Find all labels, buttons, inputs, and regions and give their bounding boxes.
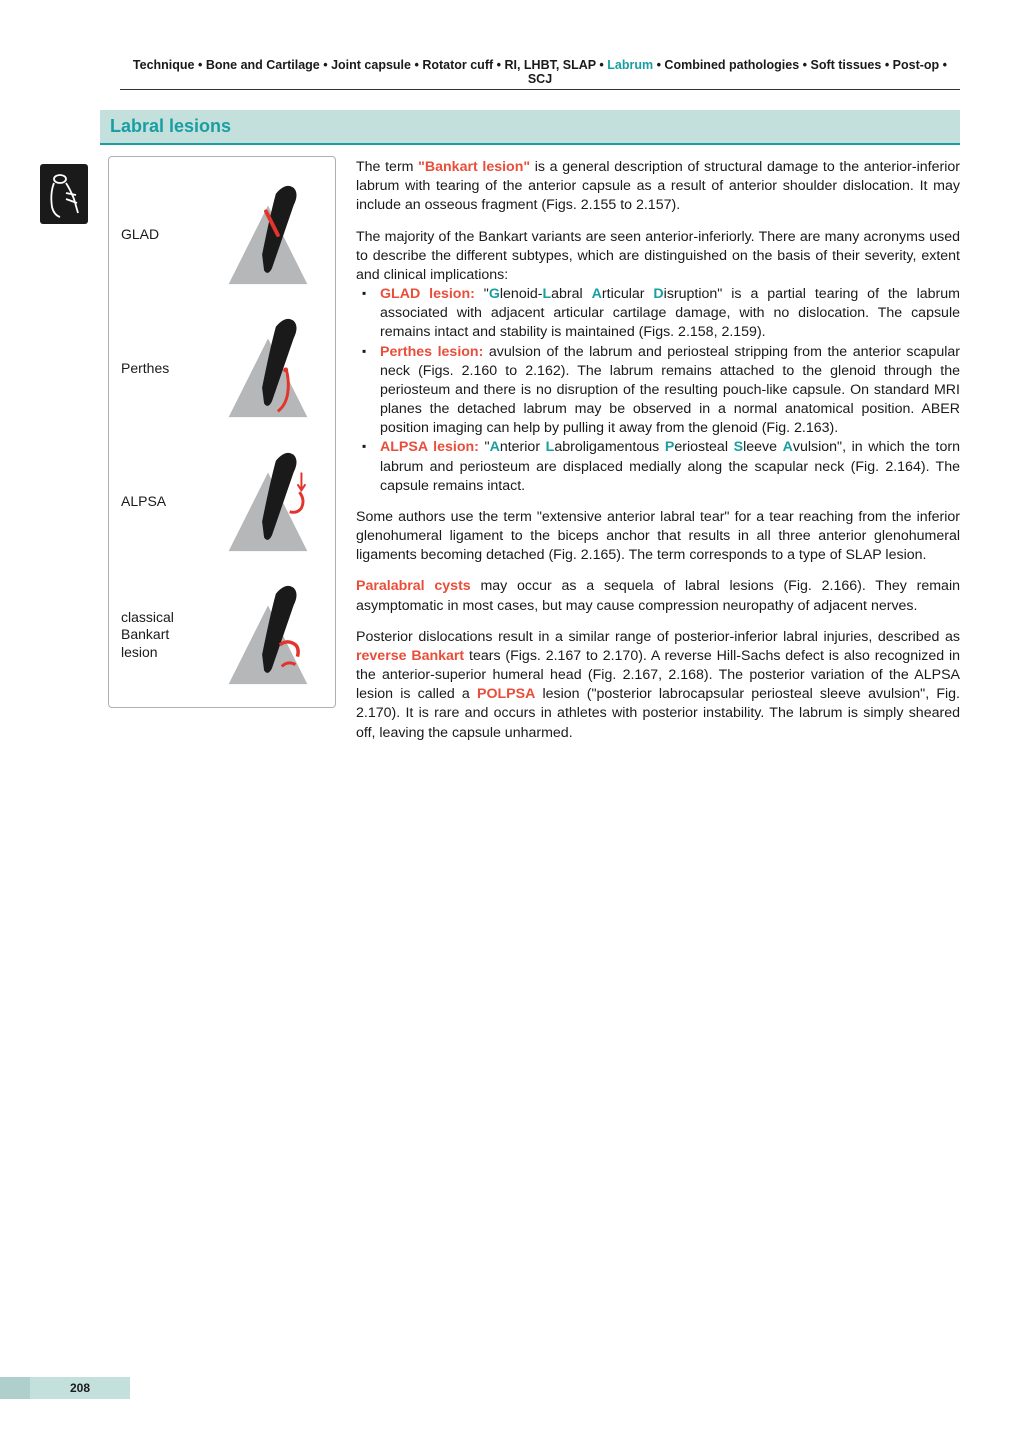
diagram-row: classical Bankart lesion: [121, 571, 327, 699]
lesion-diagram-perthes: [209, 309, 327, 427]
list-item: GLAD lesion: "Glenoid-Labral Articular D…: [356, 285, 960, 343]
lesion-diagram-alpsa: [209, 443, 327, 561]
breadcrumb-item: Technique: [133, 58, 195, 72]
term-polpsa: POLPSA: [477, 686, 535, 702]
diagram-label: GLAD: [121, 226, 201, 244]
diagram-row: GLAD: [121, 171, 327, 299]
breadcrumb-item: Rotator cuff: [422, 58, 493, 72]
text: Posterior dislocations result in a simil…: [356, 629, 960, 645]
breadcrumb-item: Combined pathologies: [664, 58, 799, 72]
term-alpsa: ALPSA lesion:: [380, 439, 485, 455]
margin-anatomy-icon: [40, 164, 88, 224]
diagram-row: ALPSA: [121, 438, 327, 566]
term-perthes: Perthes lesion:: [380, 344, 483, 360]
list-item: ALPSA lesion: "Anterior Labroligamentous…: [356, 438, 960, 496]
diagram-label: ALPSA: [121, 493, 201, 511]
lesion-diagram-bankart: [209, 576, 327, 694]
term-paralabral: Paralabral cysts: [356, 578, 471, 594]
diagram-label: Perthes: [121, 360, 201, 378]
breadcrumb-nav: Technique • Bone and Cartilage • Joint c…: [120, 58, 960, 90]
breadcrumb-item: SCJ: [528, 72, 552, 86]
breadcrumb-item: Labrum: [607, 58, 653, 72]
breadcrumb-item: Post-op: [893, 58, 940, 72]
lesion-diagram-panel: GLAD Perthes ALPSA classical Bankart lesi…: [108, 156, 336, 708]
diagram-label: classical Bankart lesion: [121, 609, 201, 662]
list-item: Perthes lesion: avulsion of the labrum a…: [356, 343, 960, 439]
diagram-row: Perthes: [121, 304, 327, 432]
text: The term: [356, 159, 418, 175]
page-number: 208: [0, 1377, 130, 1399]
body-text: The term "Bankart lesion" is a general d…: [356, 158, 960, 755]
term-bankart: "Bankart lesion": [418, 159, 530, 175]
breadcrumb-item: RI, LHBT, SLAP: [504, 58, 595, 72]
breadcrumb-item: Soft tissues: [810, 58, 881, 72]
section-heading: Labral lesions: [100, 110, 960, 145]
term-reverse-bankart: reverse Bankart: [356, 648, 464, 664]
text: The majority of the Bankart variants are…: [356, 228, 960, 286]
breadcrumb-item: Joint capsule: [331, 58, 411, 72]
lesion-diagram-glad: [209, 176, 327, 294]
breadcrumb-item: Bone and Cartilage: [206, 58, 320, 72]
term-glad: GLAD lesion:: [380, 286, 484, 302]
text: Some authors use the term "extensive ant…: [356, 508, 960, 566]
